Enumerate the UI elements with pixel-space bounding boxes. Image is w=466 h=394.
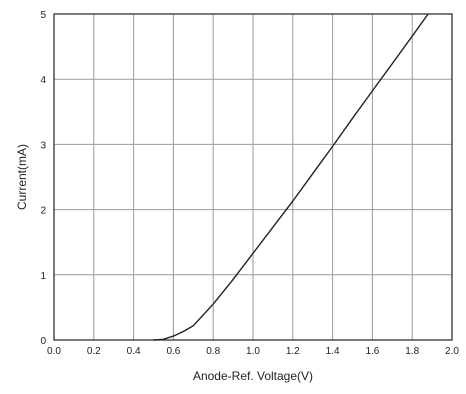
x-tick-label: 2.0 [445, 346, 459, 357]
y-tick-label: 2 [40, 206, 46, 217]
x-tick-label: 1.4 [326, 346, 340, 357]
x-tick-label: 0.8 [206, 346, 220, 357]
x-tick-label: 1.8 [405, 346, 419, 357]
iv-series-line [154, 14, 429, 340]
x-tick-label: 1.0 [246, 346, 260, 357]
y-tick-label: 5 [40, 10, 46, 21]
x-tick-label: 0.0 [47, 346, 61, 357]
y-tick-label: 3 [40, 140, 46, 151]
x-tick-label: 0.6 [166, 346, 180, 357]
x-tick-label: 1.2 [286, 346, 300, 357]
x-tick-labels: 0.0 0.2 0.4 0.6 0.8 1.0 1.2 1.4 1.6 1.8 2.0 [47, 346, 459, 357]
y-tick-label: 4 [40, 75, 46, 86]
y-tick-label: 1 [40, 271, 46, 282]
x-tick-label: 0.4 [127, 346, 141, 357]
x-axis-title: Anode-Ref. Voltage(V) [193, 369, 313, 383]
y-tick-labels: 0 1 2 3 4 5 [40, 10, 46, 347]
series-layer [154, 14, 429, 340]
y-axis-title: Current(mA) [15, 144, 29, 210]
y-tick-label: 0 [40, 336, 46, 347]
x-tick-label: 0.2 [87, 346, 101, 357]
x-tick-label: 1.6 [365, 346, 379, 357]
